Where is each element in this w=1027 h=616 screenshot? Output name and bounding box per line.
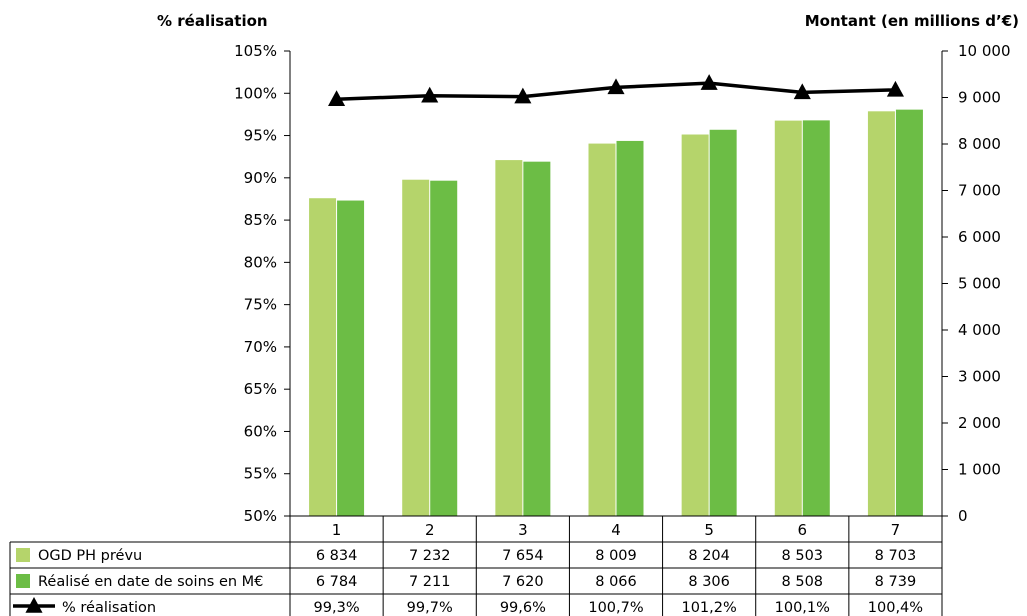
bar-ogd-4 xyxy=(588,143,616,517)
left-tick-label: 105% xyxy=(234,42,277,60)
data-label: 100,7% xyxy=(588,600,643,616)
data-label: 101,2% xyxy=(681,600,736,616)
legend-label: Réalisé en date de soins en M€ xyxy=(38,574,263,590)
data-label: 8 009 xyxy=(595,548,637,564)
data-label: 8 503 xyxy=(782,548,824,564)
line-marker-5 xyxy=(700,74,718,90)
legend-marker xyxy=(25,597,43,613)
data-label: 6 834 xyxy=(316,548,358,564)
left-tick-label: 75% xyxy=(244,296,277,314)
data-label: 99,7% xyxy=(407,600,453,616)
bar-ogd-7 xyxy=(867,111,895,517)
bar-ogd-3 xyxy=(495,160,523,517)
legend-swatch-ogd xyxy=(16,548,30,562)
bar-ogd-6 xyxy=(774,120,802,516)
left-tick-label: 90% xyxy=(244,169,277,187)
left-tick-label: 80% xyxy=(244,253,277,271)
bars-layer xyxy=(309,109,923,517)
data-label: 6 784 xyxy=(316,574,358,590)
data-label: 7 211 xyxy=(409,574,451,590)
left-tick-label: 60% xyxy=(244,422,277,440)
bar-ogd-5 xyxy=(681,134,709,516)
line-marker-6 xyxy=(793,83,811,100)
legend-label: OGD PH prévu xyxy=(38,548,142,564)
legend-swatch-realise xyxy=(16,574,30,588)
data-label: 8 306 xyxy=(688,574,730,590)
data-label: 8 066 xyxy=(595,574,637,590)
bar-realise-2 xyxy=(430,180,458,516)
data-label: 8 703 xyxy=(875,548,917,564)
data-label: 8 204 xyxy=(688,548,730,564)
left-tick-label: 65% xyxy=(244,380,277,398)
right-tick-label: 7 000 xyxy=(958,182,1001,200)
right-tick-label: 6 000 xyxy=(958,228,1001,246)
bar-realise-5 xyxy=(709,129,737,516)
category-label: 4 xyxy=(611,521,621,539)
bar-realise-4 xyxy=(616,140,644,516)
left-tick-label: 50% xyxy=(244,507,277,525)
bar-realise-1 xyxy=(337,200,365,516)
line-marker-3 xyxy=(514,87,532,104)
category-label: 6 xyxy=(798,521,808,539)
right-tick-label: 2 000 xyxy=(958,414,1001,432)
right-tick-label: 4 000 xyxy=(958,321,1001,339)
line-marker-4 xyxy=(607,78,625,95)
bar-realise-7 xyxy=(895,109,923,516)
category-label: 2 xyxy=(425,521,435,539)
line-marker-7 xyxy=(886,80,904,97)
category-label: 3 xyxy=(518,521,528,539)
bar-realise-3 xyxy=(523,161,551,517)
bar-ogd-1 xyxy=(309,198,337,516)
left-tick-label: 70% xyxy=(244,338,277,356)
right-axis-title: Montant (en millions d’€) xyxy=(805,12,1019,30)
data-label: 99,6% xyxy=(500,600,546,616)
right-tick-label: 0 xyxy=(958,507,968,525)
data-label: 7 654 xyxy=(502,548,544,564)
line-series-layer xyxy=(328,74,904,106)
data-label: 8 508 xyxy=(782,574,824,590)
left-tick-label: 55% xyxy=(244,465,277,483)
category-label: 1 xyxy=(332,521,342,539)
data-label: 100,4% xyxy=(868,600,923,616)
data-label: 99,3% xyxy=(314,600,360,616)
bar-ogd-2 xyxy=(402,179,430,516)
axes-layer: 50% 55% 60% 65% 70% 75% 80% 85% 90% 95% 100% 105% 0 1… xyxy=(234,42,1010,525)
left-tick-label: 85% xyxy=(244,211,277,229)
data-label: 8 739 xyxy=(875,574,917,590)
category-label: 7 xyxy=(891,521,901,539)
right-tick-label: 10 000 xyxy=(958,42,1011,60)
right-tick-label: 8 000 xyxy=(958,135,1001,153)
data-label: 100,1% xyxy=(775,600,830,616)
data-label: 7 232 xyxy=(409,548,451,564)
data-label: 7 620 xyxy=(502,574,544,590)
right-tick-label: 3 000 xyxy=(958,368,1001,386)
category-label: 5 xyxy=(704,521,714,539)
bar-realise-6 xyxy=(802,120,830,517)
left-tick-label: 100% xyxy=(234,84,277,102)
line-marker-1 xyxy=(328,90,346,106)
data-table: 1 2 3 4 5 6 7 OGD PH prévu 6 834 7 232 7 654 8 009 8… xyxy=(9,515,943,616)
right-tick-label: 1 000 xyxy=(958,461,1001,479)
right-tick-label: 9 000 xyxy=(958,89,1001,107)
right-tick-label: 5 000 xyxy=(958,275,1001,293)
line-marker-2 xyxy=(421,86,439,103)
left-tick-label: 95% xyxy=(244,127,277,145)
left-axis-title: % réalisation xyxy=(157,12,268,30)
legend-label: % réalisation xyxy=(62,600,156,616)
